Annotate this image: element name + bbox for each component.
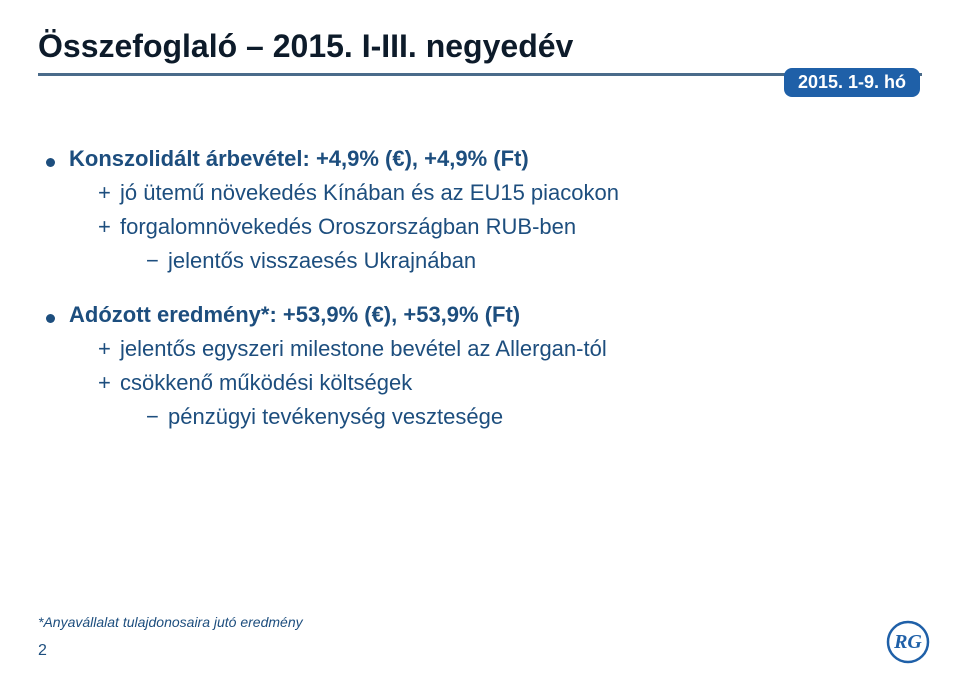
- bullet-dot-icon: [46, 314, 55, 323]
- bullet-l3-text: jelentős visszaesés Ukrajnában: [168, 248, 476, 274]
- bullet-l1-text: Adózott eredmény*: +53,9% (€), +53,9% (F…: [69, 302, 520, 328]
- bullet-dot-icon: [46, 158, 55, 167]
- bullet-l1: Konszolidált árbevétel: +4,9% (€), +4,9%…: [46, 146, 922, 172]
- minus-icon: −: [146, 248, 168, 274]
- bullet-l2: + csökkenő működési költségek: [98, 370, 922, 396]
- content-area: Konszolidált árbevétel: +4,9% (€), +4,9%…: [46, 146, 922, 430]
- plus-icon: +: [98, 214, 120, 240]
- bullet-l2-text: forgalomnövekedés Oroszországban RUB-ben: [120, 214, 576, 240]
- plus-icon: +: [98, 180, 120, 206]
- bullet-l1-text: Konszolidált árbevétel: +4,9% (€), +4,9%…: [69, 146, 529, 172]
- company-logo-icon: RG: [886, 620, 930, 664]
- bullet-l2-text: jó ütemű növekedés Kínában és az EU15 pi…: [120, 180, 619, 206]
- bullet-l2: + jelentős egyszeri milestone bevétel az…: [98, 336, 922, 362]
- slide: Összefoglaló – 2015. I-III. negyedév 201…: [0, 0, 960, 680]
- bullet-l2: + forgalomnövekedés Oroszországban RUB-b…: [98, 214, 922, 240]
- bullet-l1: Adózott eredmény*: +53,9% (€), +53,9% (F…: [46, 302, 922, 328]
- page-number: 2: [38, 642, 47, 660]
- logo-letters: RG: [893, 631, 922, 653]
- bullet-list: Konszolidált árbevétel: +4,9% (€), +4,9%…: [46, 146, 922, 430]
- bullet-l3-text: pénzügyi tevékenység vesztesége: [168, 404, 503, 430]
- bullet-l2-text: csökkenő működési költségek: [120, 370, 412, 396]
- period-badge: 2015. 1-9. hó: [784, 68, 920, 97]
- bullet-l3: − pénzügyi tevékenység vesztesége: [146, 404, 922, 430]
- plus-icon: +: [98, 370, 120, 396]
- bullet-l2-text: jelentős egyszeri milestone bevétel az A…: [120, 336, 607, 362]
- footnote: *Anyavállalat tulajdonosaira jutó eredmé…: [38, 614, 303, 630]
- plus-icon: +: [98, 336, 120, 362]
- slide-title: Összefoglaló – 2015. I-III. negyedév: [38, 28, 922, 65]
- bullet-l2: + jó ütemű növekedés Kínában és az EU15 …: [98, 180, 922, 206]
- minus-icon: −: [146, 404, 168, 430]
- bullet-l3: − jelentős visszaesés Ukrajnában: [146, 248, 922, 274]
